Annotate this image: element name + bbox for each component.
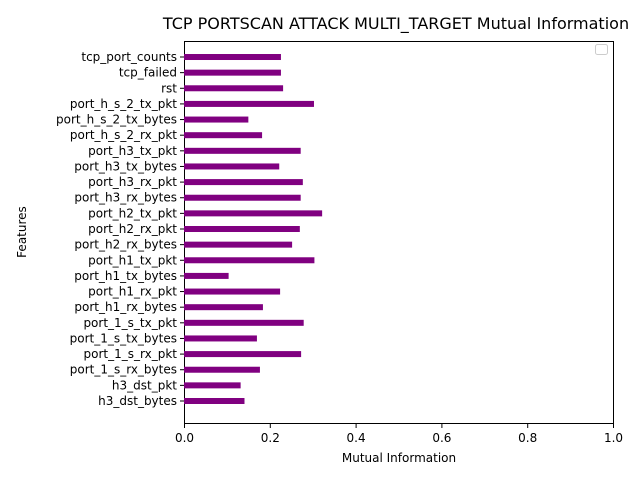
y-tick-label: port_h1_rx_bytes	[74, 300, 177, 314]
x-tick-label: 1.0	[604, 431, 623, 445]
legend-box	[595, 44, 608, 55]
y-tick-label: port_h3_rx_bytes	[74, 191, 177, 205]
y-tick-label: port_h1_tx_pkt	[88, 253, 177, 267]
y-tick-label: h3_dst_pkt	[112, 378, 177, 392]
y-tick-label: port_h2_tx_pkt	[88, 206, 177, 220]
bar-tcp_failed	[184, 69, 281, 76]
y-tick-label: tcp_failed	[119, 66, 177, 80]
x-tick-label: 0.2	[261, 431, 280, 445]
bar-port_1_s_rx_pkt	[184, 351, 302, 358]
y-tick-label: port_h_s_2_rx_pkt	[70, 128, 177, 142]
bar-port_h3_tx_bytes	[184, 163, 280, 170]
y-tick-label: h3_dst_bytes	[98, 394, 177, 408]
bar-h3_dst_bytes	[184, 398, 245, 404]
bar-port_h3_rx_bytes	[184, 194, 301, 201]
bar-port_h1_rx_pkt	[184, 288, 281, 295]
y-tick-label: port_h1_tx_bytes	[74, 269, 177, 283]
bar-port_1_s_tx_pkt	[184, 319, 304, 326]
bar-port_h2_rx_pkt	[184, 226, 300, 233]
bar-port_h1_tx_bytes	[184, 272, 229, 279]
y-tick-label: port_h2_rx_bytes	[74, 238, 177, 252]
bar-port_h3_rx_pkt	[184, 179, 303, 186]
plot-area	[184, 41, 614, 424]
bar-port_h2_rx_bytes	[184, 241, 293, 248]
bar-port_h_s_2_rx_pkt	[184, 132, 263, 139]
x-axis-label: Mutual Information	[342, 451, 456, 465]
bar-port_1_s_tx_bytes	[184, 335, 257, 342]
y-tick-label: port_h3_tx_bytes	[74, 159, 177, 173]
bar-port_h3_tx_pkt	[184, 147, 301, 154]
y-tick-label: port_1_s_rx_pkt	[84, 347, 178, 361]
y-tick-label: port_h_s_2_tx_bytes	[56, 113, 177, 127]
bar-port_h_s_2_tx_pkt	[184, 100, 314, 107]
x-tick-label: 0.0	[175, 431, 194, 445]
x-tick-label: 0.8	[518, 431, 537, 445]
x-tick-label: 0.4	[347, 431, 366, 445]
bar-tcp_port_counts	[184, 54, 281, 61]
chart-title: TCP PORTSCAN ATTACK MULTI_TARGET Mutual …	[162, 14, 629, 34]
y-tick-label: port_1_s_rx_bytes	[70, 363, 177, 377]
y-tick-label: port_1_s_tx_pkt	[83, 316, 177, 330]
y-axis-label: Features	[15, 206, 29, 258]
x-tick-labels: 0.0 0.2 0.4 0.6 0.8 1.0	[175, 424, 623, 445]
bars	[184, 54, 323, 404]
y-tick-label: port_h2_rx_pkt	[88, 222, 177, 236]
bar-port_1_s_rx_bytes	[184, 366, 260, 373]
y-tick-label: port_h1_rx_pkt	[88, 285, 177, 299]
bar-port_h1_rx_bytes	[184, 304, 263, 311]
bar-port_h1_tx_pkt	[184, 257, 315, 264]
bar-port_h_s_2_tx_bytes	[184, 116, 249, 123]
y-tick-label: port_h3_tx_pkt	[88, 144, 177, 158]
y-tick-label: rst	[161, 81, 177, 95]
x-tick-label: 0.6	[432, 431, 451, 445]
bar-port_h2_tx_pkt	[184, 210, 323, 217]
bar-h3_dst_pkt	[184, 382, 241, 389]
y-tick-label: port_1_s_tx_bytes	[70, 331, 177, 345]
bar-rst	[184, 85, 284, 92]
y-tick-label: port_h3_rx_pkt	[88, 175, 177, 189]
y-tick-label: port_h_s_2_tx_pkt	[70, 97, 177, 111]
y-tick-label: tcp_port_counts	[81, 50, 177, 64]
